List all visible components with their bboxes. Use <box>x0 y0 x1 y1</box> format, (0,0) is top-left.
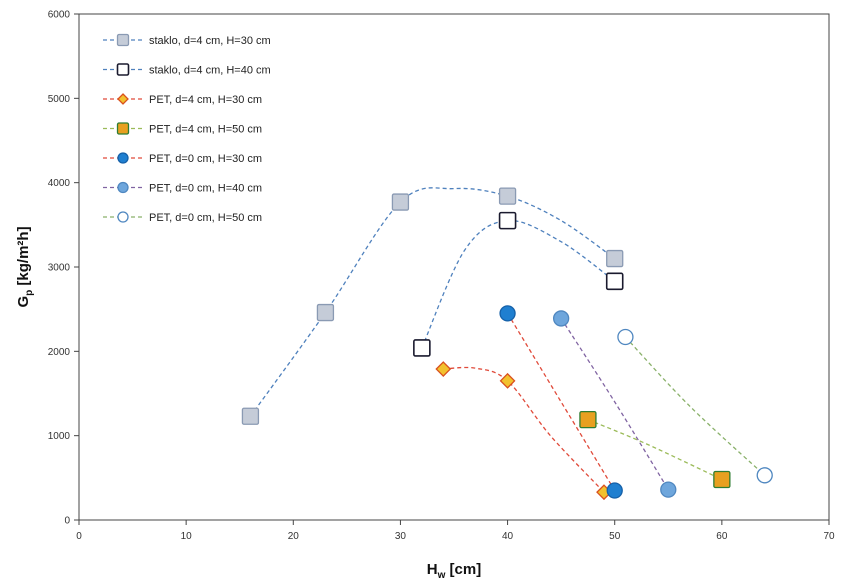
legend-label: PET, d=0 cm, H=30 cm <box>149 153 262 165</box>
legend-marker <box>116 122 130 135</box>
x-tick-label: 40 <box>502 531 514 542</box>
data-point <box>660 481 677 498</box>
data-point <box>606 482 623 499</box>
x-tick-label: 70 <box>823 531 835 542</box>
legend-label: staklo, d=4 cm, H=30 cm <box>149 35 271 47</box>
legend-label: PET, d=0 cm, H=50 cm <box>149 212 262 224</box>
x-tick-label: 30 <box>395 531 407 542</box>
data-point <box>756 467 773 484</box>
series-line-6 <box>560 318 669 490</box>
y-tick-label: 3000 <box>48 263 71 274</box>
data-point <box>316 303 335 322</box>
y-tick-label: 6000 <box>48 10 71 21</box>
data-point <box>498 187 517 205</box>
legend-marker <box>117 181 129 194</box>
data-point <box>499 305 516 322</box>
x-tick-label: 0 <box>76 531 82 542</box>
data-point <box>498 211 517 230</box>
data-point <box>413 339 431 357</box>
y-tick-label: 4000 <box>48 178 71 189</box>
series-line-3 <box>443 366 605 493</box>
legend: staklo, d=4 cm, H=30 cm staklo, d=4 cm, H… <box>103 33 271 224</box>
data-point <box>606 249 624 268</box>
legend-label: PET, d=0 cm, H=40 cm <box>149 183 262 195</box>
y-tick-label: 5000 <box>48 94 71 105</box>
data-point <box>605 272 624 291</box>
legend-label: PET, d=4 cm, H=50 cm <box>149 124 262 136</box>
data-point <box>241 407 260 425</box>
data-point <box>617 328 634 346</box>
x-tick-label: 60 <box>716 531 728 542</box>
legend-marker <box>117 93 129 105</box>
data-point <box>713 470 731 489</box>
x-axis-title: Hw [cm] <box>427 561 481 581</box>
x-tick-label: 20 <box>288 531 300 542</box>
x-tick-label: 50 <box>609 531 621 542</box>
series-line-7 <box>624 336 766 476</box>
legend-label: PET, d=4 cm, H=30 cm <box>149 94 262 106</box>
data-point <box>435 361 452 377</box>
legend-marker <box>117 152 129 164</box>
data-points <box>241 187 773 501</box>
series-line-5 <box>507 313 616 491</box>
legend-marker <box>117 211 129 223</box>
x-axis-ticks: 0 10 20 30 40 50 60 70 <box>76 520 835 542</box>
legend-marker <box>116 63 130 76</box>
series-line-1 <box>249 187 616 417</box>
y-axis-title: Gp [kg/m²h] <box>15 226 35 307</box>
y-tick-label: 2000 <box>48 347 71 358</box>
plot-area <box>78 13 830 521</box>
y-tick-label: 0 <box>64 516 70 527</box>
legend-label: staklo, d=4 cm, H=40 cm <box>149 65 271 77</box>
data-point <box>391 193 410 211</box>
legend-marker <box>116 33 130 47</box>
y-tick-label: 1000 <box>48 431 71 442</box>
series-line-4 <box>587 418 723 481</box>
data-point <box>552 310 570 327</box>
y-axis-ticks: 0 1000 2000 3000 4000 5000 6000 <box>48 10 79 527</box>
data-point <box>499 372 516 389</box>
x-tick-label: 10 <box>181 531 193 542</box>
data-point <box>579 410 597 429</box>
